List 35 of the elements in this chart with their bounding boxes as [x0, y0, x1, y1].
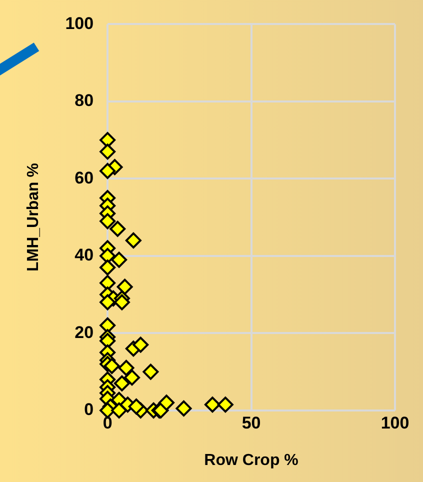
point — [100, 213, 116, 230]
point — [128, 398, 144, 415]
point — [111, 402, 128, 418]
point — [100, 162, 116, 179]
point — [114, 294, 130, 310]
point — [124, 370, 140, 386]
x-tick-label: 100 — [380, 413, 410, 432]
y-tick-label: 20 — [74, 322, 94, 342]
point — [104, 358, 120, 374]
point — [100, 294, 116, 310]
point — [114, 375, 130, 392]
x-axis-title: Row Crop % — [204, 452, 298, 469]
point — [110, 220, 126, 237]
point — [217, 396, 234, 413]
point — [158, 394, 174, 411]
point — [100, 260, 116, 276]
y-tick-label: 60 — [74, 168, 94, 188]
y-tick-label: 0 — [84, 400, 94, 420]
point — [100, 317, 116, 334]
point — [125, 232, 142, 248]
point — [118, 360, 134, 376]
y-tick-label: 80 — [74, 91, 94, 110]
x-tick-label: 50 — [242, 413, 261, 432]
y-tick-label: 100 — [65, 14, 94, 33]
point — [100, 144, 116, 160]
point — [116, 278, 133, 295]
y-tick-label: 40 — [74, 246, 94, 265]
point — [204, 396, 220, 413]
y-axis-title: LMH_Urban % — [25, 163, 42, 272]
point — [142, 364, 159, 380]
point — [100, 274, 116, 291]
point — [176, 400, 192, 416]
point — [111, 252, 128, 268]
point — [132, 336, 149, 353]
point — [100, 332, 116, 349]
